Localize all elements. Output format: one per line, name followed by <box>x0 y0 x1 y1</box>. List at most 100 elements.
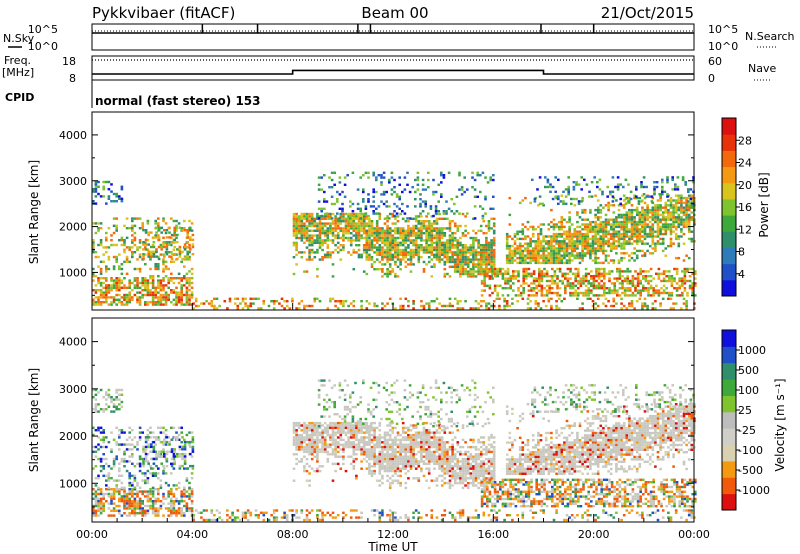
range-gate-cell <box>568 256 571 260</box>
range-gate-cell <box>477 251 480 254</box>
range-gate-cell <box>183 438 186 441</box>
range-gate-cell <box>128 455 131 458</box>
range-gate-cell <box>669 204 673 207</box>
range-gate-cell <box>178 455 182 458</box>
range-gate-cell <box>118 500 121 503</box>
range-gate-cell <box>391 256 395 259</box>
range-gate-cell <box>615 230 618 233</box>
range-gate-cell <box>496 275 499 278</box>
range-gate-cell <box>433 234 436 237</box>
range-gate-cell <box>128 477 131 480</box>
range-gate-cell <box>162 243 165 247</box>
range-gate-cell <box>391 253 395 256</box>
range-gate-cell <box>120 488 124 491</box>
range-gate-cell <box>97 403 100 406</box>
range-gate-cell <box>175 509 178 512</box>
range-gate-cell <box>547 254 551 257</box>
range-gate-cell <box>373 239 376 242</box>
range-gate-cell <box>443 260 447 264</box>
range-gate-cell <box>680 206 683 209</box>
range-gate-cell <box>190 286 194 289</box>
range-gate-cell <box>326 251 330 254</box>
range-gate-cell <box>181 464 184 468</box>
range-gate-cell <box>164 433 168 437</box>
range-gate-cell <box>157 452 161 456</box>
range-gate-cell <box>534 228 538 231</box>
range-gate-cell <box>687 188 690 191</box>
range-gate-cell <box>185 293 189 297</box>
range-gate-cell <box>183 243 187 246</box>
range-gate-cell <box>149 275 152 278</box>
range-gate-cell <box>532 279 536 283</box>
range-gate-cell <box>438 256 441 259</box>
range-gate-cell <box>690 218 694 221</box>
range-gate-cell <box>479 263 483 266</box>
range-gate-cell <box>97 509 100 512</box>
range-gate-cell <box>563 297 566 300</box>
range-gate-cell <box>421 210 425 213</box>
range-gate-cell <box>435 241 439 244</box>
range-gate-cell <box>99 303 103 306</box>
range-gate-cell <box>583 208 587 212</box>
range-gate-cell <box>643 302 647 305</box>
range-gate-cell <box>669 199 673 202</box>
range-gate-cell <box>401 190 404 194</box>
range-gate-cell <box>561 282 564 285</box>
range-gate-cell <box>391 248 395 252</box>
range-gate-cell <box>150 231 153 234</box>
range-gate-cell <box>347 222 350 225</box>
range-gate-cell <box>671 176 674 179</box>
range-gate-cell <box>190 222 194 225</box>
range-gate-cell <box>133 479 137 482</box>
range-gate-cell <box>339 220 343 223</box>
range-gate-cell <box>594 237 597 241</box>
range-gate-cell <box>386 275 389 278</box>
freq-trace <box>92 69 694 75</box>
range-gate-cell <box>97 474 100 477</box>
range-gate-cell <box>673 279 676 283</box>
range-gate-cell <box>656 240 660 243</box>
range-gate-cell <box>635 230 639 233</box>
range-gate-cell <box>102 504 105 508</box>
range-gate-cell <box>651 240 655 243</box>
range-gate-cell <box>641 254 644 257</box>
range-gate-cell <box>138 497 142 500</box>
range-gate-cell <box>609 259 613 262</box>
range-gate-cell <box>612 237 616 241</box>
range-gate-cell <box>456 244 460 247</box>
range-gate-cell <box>648 225 652 229</box>
range-gate-cell <box>419 202 422 206</box>
range-gate-cell <box>635 220 639 224</box>
range-gate-cell <box>347 215 350 218</box>
range-gate-cell <box>159 479 163 482</box>
colorbar-tick-label: 8 <box>738 246 745 259</box>
range-gate-cell <box>425 302 428 305</box>
range-gate-cell <box>688 284 692 287</box>
range-gate-cell <box>180 512 183 515</box>
range-gate-cell <box>604 228 608 231</box>
range-gate-cell <box>175 224 178 227</box>
range-gate-cell <box>329 224 332 228</box>
range-gate-cell <box>596 247 600 250</box>
range-gate-cell <box>446 248 449 252</box>
range-gate-cell <box>618 275 622 278</box>
range-gate-cell <box>613 287 616 290</box>
range-gate-cell <box>544 240 548 243</box>
range-gate-cell <box>189 238 192 241</box>
range-gate-cell <box>131 502 134 505</box>
range-gate-cell <box>482 270 486 273</box>
range-gate-cell <box>396 244 400 247</box>
range-gate-cell <box>183 448 187 451</box>
range-gate-cell <box>149 267 152 271</box>
range-gate-cell <box>661 193 664 196</box>
range-gate-cell <box>375 234 379 237</box>
range-gate-cell <box>136 443 139 446</box>
range-gate-cell <box>546 178 550 181</box>
range-gate-cell <box>191 245 195 249</box>
range-gate-cell <box>210 518 214 522</box>
range-gate-cell <box>186 231 189 234</box>
range-gate-cell <box>343 176 347 179</box>
range-gate-cell <box>157 222 160 225</box>
range-gate-cell <box>487 248 491 252</box>
range-gate-cell <box>144 460 148 463</box>
